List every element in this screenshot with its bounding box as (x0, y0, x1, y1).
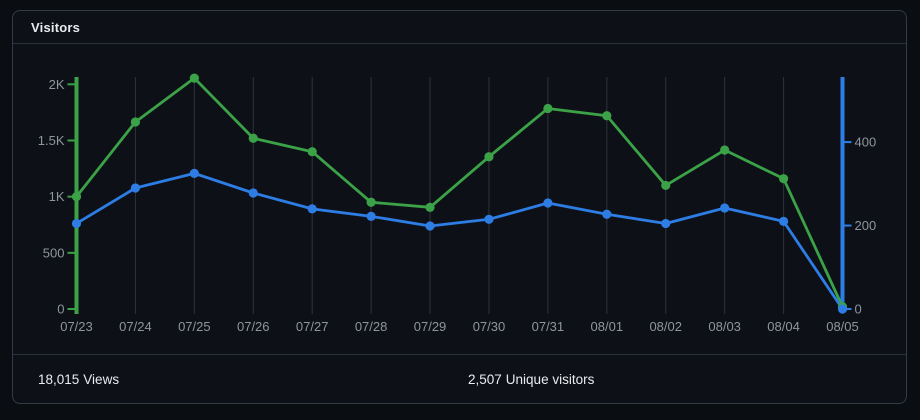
data-point-views[interactable] (778, 174, 789, 184)
x-axis-label: 07/29 (414, 319, 447, 334)
x-axis-label: 07/25 (178, 319, 211, 334)
data-point-views[interactable] (543, 103, 553, 114)
data-point-views[interactable] (484, 152, 494, 162)
left-axis-tick-label: 500 (43, 245, 65, 260)
data-point-unique-visitors[interactable] (71, 218, 82, 229)
data-point-unique-visitors[interactable] (366, 211, 376, 221)
data-point-unique-visitors[interactable] (837, 304, 848, 314)
left-axis-tick-label: 2K (49, 77, 65, 92)
x-axis-label: 08/05 (826, 319, 859, 334)
x-axis-label: 07/26 (237, 319, 270, 334)
data-point-views[interactable] (602, 111, 612, 121)
left-axis-tick-label: 1.5K (38, 133, 65, 148)
data-point-unique-visitors[interactable] (130, 183, 141, 193)
unique-visitors-total-label: Unique visitors (505, 372, 595, 387)
views-total-value: 18,015 (38, 372, 80, 387)
x-axis-label: 07/23 (60, 319, 93, 334)
x-axis-label: 08/04 (767, 319, 800, 334)
data-point-views[interactable] (366, 197, 376, 207)
views-total-label: Views (83, 372, 120, 387)
data-point-views[interactable] (71, 192, 82, 202)
chart-area[interactable]: 07/23 07/24 07/25 07/26 07/27 07/28 07/29 07/30… (13, 44, 906, 354)
data-point-unique-visitors[interactable] (307, 204, 317, 214)
data-point-views[interactable] (720, 145, 730, 155)
data-point-unique-visitors[interactable] (484, 214, 494, 224)
data-point-views[interactable] (425, 202, 435, 212)
x-axis-label: 07/28 (355, 319, 388, 334)
card-title: Visitors (31, 19, 81, 35)
series-line-unique-visitors (75, 171, 844, 311)
data-point-unique-visitors[interactable] (720, 203, 730, 213)
x-axis-label: 07/24 (119, 319, 152, 334)
left-axis-tick-label: 0 (57, 302, 64, 317)
x-axis-label: 07/30 (473, 319, 506, 334)
data-point-unique-visitors[interactable] (189, 168, 199, 178)
unique-visitors-total-value: 2,507 (468, 372, 502, 387)
data-point-views[interactable] (248, 133, 258, 143)
data-point-unique-visitors[interactable] (602, 209, 612, 219)
data-point-unique-visitors[interactable] (248, 188, 258, 198)
visitors-line-chart[interactable]: 07/23 07/24 07/25 07/26 07/27 07/28 07/29 07/30… (13, 44, 906, 354)
right-axis-tick-label: 0 (855, 302, 862, 317)
x-axis-label: 07/31 (532, 319, 565, 334)
data-point-unique-visitors[interactable] (661, 218, 671, 229)
right-axis-tick-label: 400 (855, 135, 877, 150)
data-point-unique-visitors[interactable] (425, 221, 435, 231)
x-axis-label: 08/02 (649, 319, 682, 334)
data-point-views[interactable] (189, 73, 199, 83)
data-point-views[interactable] (661, 180, 671, 191)
right-axis-tick-label: 200 (855, 218, 877, 233)
left-axis-tick-label: 1K (49, 189, 65, 204)
x-axis-label: 08/01 (591, 319, 624, 334)
visitors-card: Visitors 07/23 07/24 07/25 07/26 07/27 07/28 0… (12, 10, 907, 404)
data-point-views[interactable] (130, 117, 141, 127)
data-point-views[interactable] (307, 147, 317, 157)
card-footer: 18,015 Views 2,507 Unique visitors (13, 354, 906, 404)
views-total: 18,015 Views (38, 355, 119, 404)
data-point-unique-visitors[interactable] (543, 198, 553, 208)
unique-visitors-total: 2,507 Unique visitors (468, 355, 594, 404)
series-line-views (75, 76, 844, 309)
data-point-unique-visitors[interactable] (778, 216, 789, 226)
x-axis-label: 08/03 (708, 319, 741, 334)
card-header: Visitors (13, 11, 906, 44)
x-axis-label: 07/27 (296, 319, 329, 334)
